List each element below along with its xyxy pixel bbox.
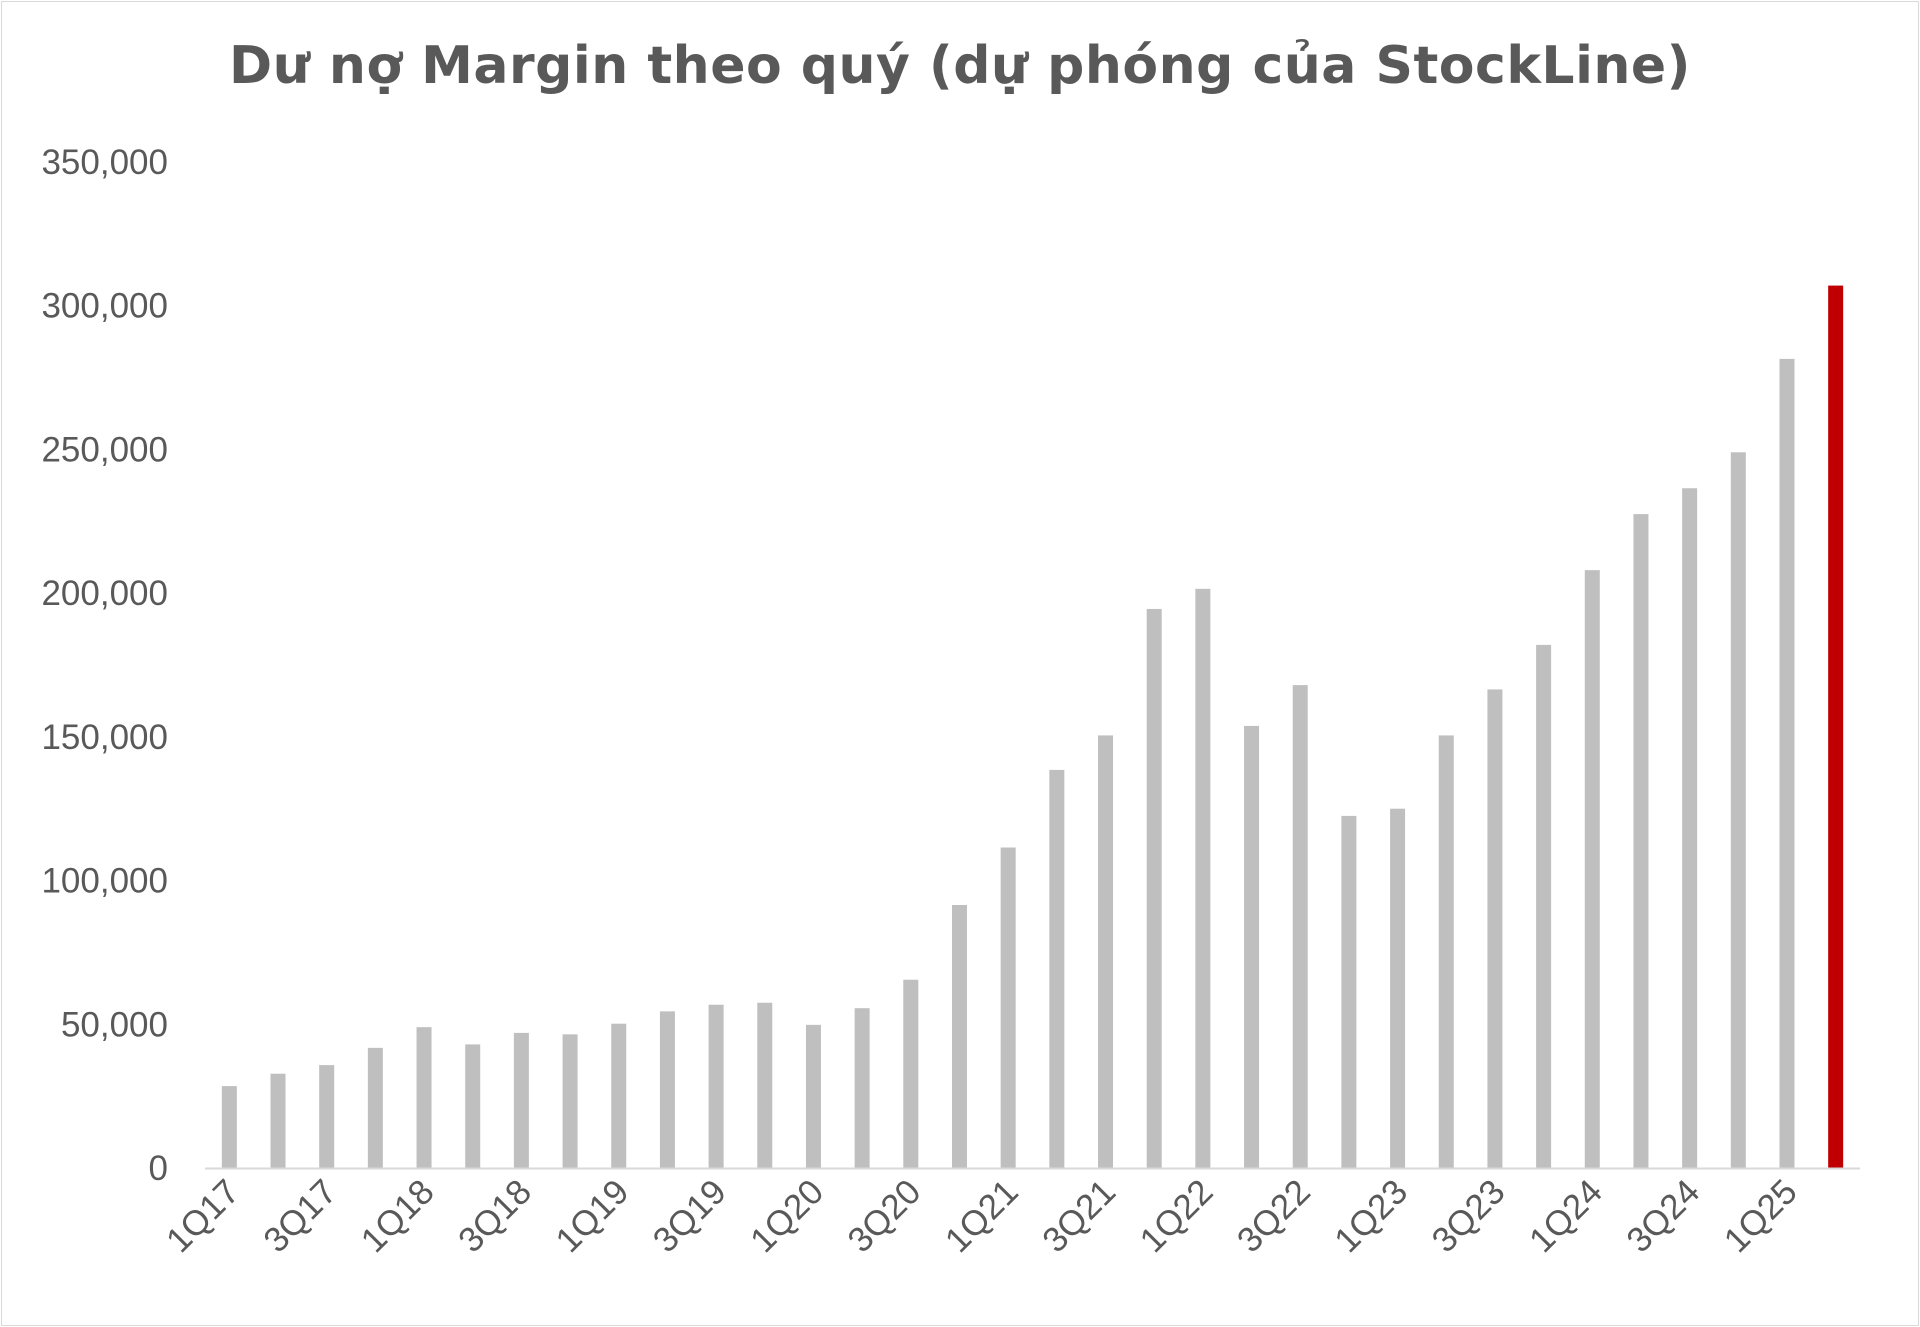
x-tick-label: 3Q24 — [1619, 1172, 1707, 1260]
x-tick-label: 3Q19 — [646, 1172, 734, 1260]
bar — [1244, 725, 1260, 1168]
bar — [562, 1034, 578, 1168]
x-tick-label: 1Q22 — [1132, 1172, 1220, 1260]
bar — [708, 1004, 724, 1168]
bar — [1098, 735, 1114, 1168]
bar — [1584, 570, 1600, 1168]
chart-title: Dư nợ Margin theo quý (dự phóng của Stoc… — [229, 36, 1691, 96]
y-tick-label: 250,000 — [41, 430, 168, 469]
bar — [1536, 644, 1552, 1168]
bar — [319, 1065, 335, 1168]
x-tick-label: 1Q21 — [938, 1172, 1026, 1260]
bar — [1195, 588, 1211, 1168]
y-tick-label: 0 — [149, 1149, 168, 1188]
x-tick-label: 3Q18 — [451, 1172, 539, 1260]
bar — [757, 1002, 773, 1168]
bar — [1779, 358, 1795, 1169]
bar — [513, 1032, 529, 1168]
bar — [1633, 514, 1649, 1168]
bar — [416, 1027, 432, 1168]
bar — [270, 1073, 286, 1168]
bar-highlight — [1828, 285, 1844, 1168]
bar — [854, 1008, 870, 1168]
x-tick-label: 1Q23 — [1327, 1172, 1415, 1260]
bar — [951, 905, 967, 1168]
y-tick-label: 150,000 — [41, 718, 168, 757]
y-tick-label: 100,000 — [41, 862, 168, 901]
bar — [367, 1047, 383, 1168]
x-tick-label: 3Q21 — [1035, 1172, 1123, 1260]
x-tick-label: 3Q20 — [840, 1172, 928, 1260]
bar — [1682, 488, 1698, 1168]
x-tick-label: 1Q17 — [159, 1172, 247, 1260]
bar — [805, 1024, 821, 1168]
bar — [659, 1011, 675, 1168]
x-tick-label: 1Q19 — [548, 1172, 636, 1260]
bar — [1390, 808, 1406, 1168]
x-tick-label: 3Q17 — [256, 1172, 344, 1260]
bar — [465, 1044, 481, 1168]
bar — [1146, 608, 1162, 1168]
y-tick-label: 200,000 — [41, 574, 168, 613]
bar — [1730, 452, 1746, 1168]
x-tick-label: 3Q23 — [1424, 1172, 1512, 1260]
bar — [1000, 847, 1016, 1168]
bar — [1487, 689, 1503, 1168]
bar — [903, 979, 919, 1168]
y-tick-label: 50,000 — [61, 1005, 168, 1044]
x-tick-label: 1Q25 — [1717, 1172, 1805, 1260]
bar — [1049, 769, 1065, 1168]
bar — [611, 1023, 627, 1168]
bar — [1438, 735, 1454, 1168]
bar — [221, 1086, 237, 1168]
bar — [1292, 685, 1308, 1168]
bar — [1341, 815, 1357, 1168]
x-tick-label: 1Q18 — [354, 1172, 442, 1260]
y-tick-label: 300,000 — [41, 287, 168, 326]
x-tick-label: 3Q22 — [1230, 1172, 1318, 1260]
x-tick-label: 1Q24 — [1522, 1172, 1610, 1260]
x-tick-label: 1Q20 — [743, 1172, 831, 1260]
y-tick-label: 350,000 — [41, 143, 168, 182]
